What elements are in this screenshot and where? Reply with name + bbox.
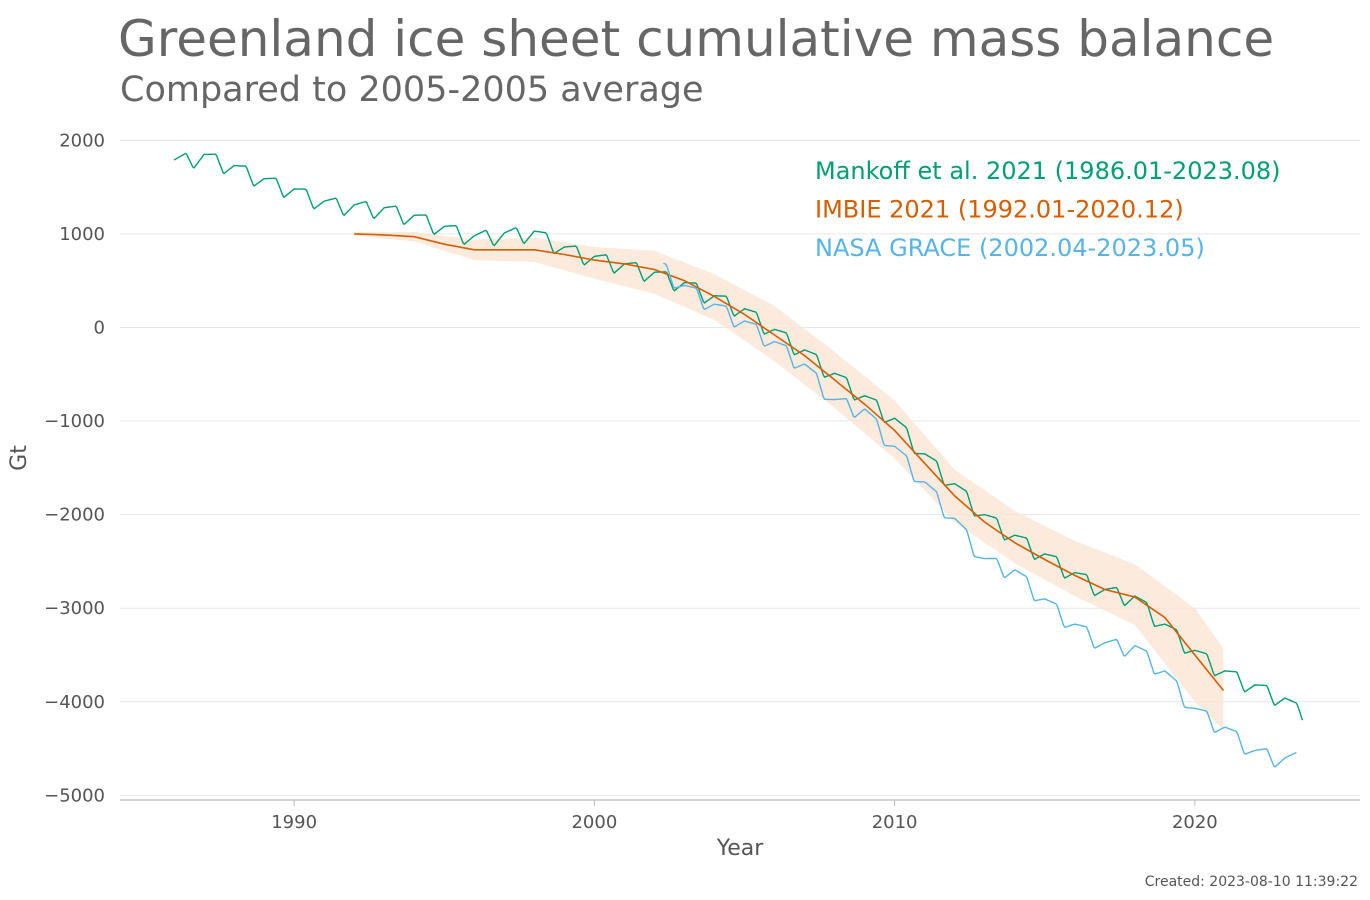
y-tick-label: −3000 [44, 598, 105, 619]
chart-subtitle: Compared to 2005-2005 average [120, 70, 704, 110]
y-tick-label: 1000 [59, 224, 105, 245]
series-line-grace [663, 262, 1297, 768]
y-tick-label: −1000 [44, 411, 105, 432]
chart-title: Greenland ice sheet cumulative mass bala… [118, 10, 1275, 68]
legend-entry: Mankoff et al. 2021 (1986.01-2023.08) [815, 157, 1281, 185]
x-tick-label: 2020 [1172, 812, 1218, 833]
x-tick-label: 2000 [571, 812, 617, 833]
y-tick-label: −4000 [44, 692, 105, 713]
x-tick-label: 2010 [872, 812, 918, 833]
x-axis-title: Year [716, 836, 765, 861]
y-tick-label: −5000 [44, 785, 105, 806]
uncertainty-band [354, 232, 1224, 730]
legend-entry: NASA GRACE (2002.04-2023.05) [815, 234, 1205, 262]
series-lines [173, 152, 1304, 768]
imbie-uncertainty-band [354, 232, 1224, 730]
y-tick-label: −2000 [44, 505, 105, 526]
legend: Mankoff et al. 2021 (1986.01-2023.08) IMB… [815, 157, 1281, 262]
legend-entry: IMBIE 2021 (1992.01-2020.12) [815, 196, 1184, 224]
x-tick-label: 1990 [271, 812, 317, 833]
y-tick-label: 0 [94, 317, 105, 338]
y-tick-label: 2000 [59, 130, 105, 151]
series-line-imbie [354, 233, 1225, 692]
created-timestamp: Created: 2023-08-10 11:39:22 [1144, 874, 1358, 890]
y-axis-title: Gt [7, 445, 32, 471]
axes: 2000 1000 0 −1000 −2000 −3000 −4000 −5000 1990 20… [44, 130, 1360, 833]
series-line-mankoff [173, 152, 1304, 721]
